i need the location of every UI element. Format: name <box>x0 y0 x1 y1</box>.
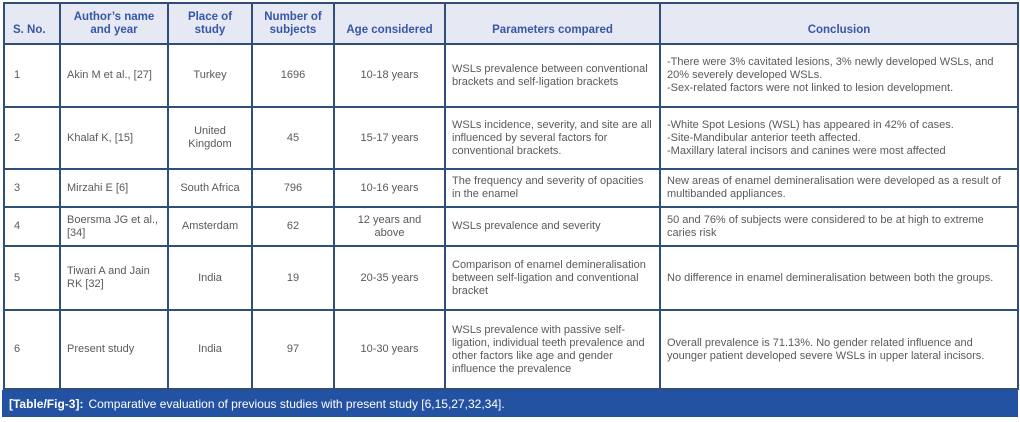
cell-place: United Kingdom <box>167 106 253 170</box>
conclusion-line: -Sex-related factors were not linked to … <box>667 82 954 94</box>
cell-subjects: 45 <box>251 106 335 170</box>
cell-conclusion: Overall prevalence is 71.13%. No gender … <box>659 309 1019 390</box>
column-header-parameters: Parameters compared <box>444 2 661 45</box>
cell-place: India <box>167 309 253 390</box>
column-header-age: Age considered <box>333 2 446 45</box>
cell-author: Boersma JG et al., [34] <box>59 206 169 247</box>
cell-serial-number: 2 <box>3 106 61 170</box>
table-caption-label: [Table/Fig-3]: <box>9 396 84 411</box>
table-row: 3 Mirzahi E [6] South Africa 796 10-16 y… <box>3 168 1019 208</box>
cell-parameters: The frequency and severity of opacities … <box>444 168 661 208</box>
cell-conclusion: -There were 3% cavitated lesions, 3% new… <box>659 43 1019 108</box>
cell-parameters: Comparison of enamel demineralisation be… <box>444 245 661 311</box>
cell-age: 20-35 years <box>333 245 446 311</box>
cell-conclusion: 50 and 76% of subjects were considered t… <box>659 206 1019 247</box>
cell-author: Present study <box>59 309 169 390</box>
comparative-studies-table: S. No. Author’s name and year Place of s… <box>3 2 1019 390</box>
cell-age: 10-18 years <box>333 43 446 108</box>
conclusion-line: -Maxillary lateral incisors and canines … <box>667 144 946 157</box>
cell-parameters: WSLs prevalence with passive self-ligati… <box>444 309 661 390</box>
cell-place: India <box>167 245 253 311</box>
table-caption: [Table/Fig-3]: Comparative evaluation of… <box>2 390 1018 417</box>
column-header-place: Place of study <box>167 2 253 45</box>
conclusion-line: -White Spot Lesions (WSL) has appeared i… <box>667 118 954 131</box>
column-header-conclusion: Conclusion <box>659 2 1019 45</box>
conclusion-line: New areas of enamel demineralisation wer… <box>667 175 1001 200</box>
cell-subjects: 796 <box>251 168 335 208</box>
cell-conclusion: -White Spot Lesions (WSL) has appeared i… <box>659 106 1019 170</box>
cell-parameters: WSLs prevalence between conventional bra… <box>444 43 661 108</box>
conclusion-line: -There were 3% cavitated lesions, 3% new… <box>667 56 994 81</box>
table-row: 6 Present study India 97 10-30 years WSL… <box>3 309 1019 390</box>
cell-serial-number: 1 <box>3 43 61 108</box>
cell-subjects: 19 <box>251 245 335 311</box>
cell-place: Amsterdam <box>167 206 253 247</box>
table-caption-text: Comparative evaluation of previous studi… <box>88 396 505 411</box>
cell-place: South Africa <box>167 168 253 208</box>
cell-age: 10-16 years <box>333 168 446 208</box>
cell-serial-number: 5 <box>3 245 61 311</box>
cell-conclusion: New areas of enamel demineralisation wer… <box>659 168 1019 208</box>
cell-author: Mirzahi E [6] <box>59 168 169 208</box>
table-row: 1 Akin M et al., [27] Turkey 1696 10-18 … <box>3 43 1019 108</box>
cell-conclusion: No difference in enamel demineralisation… <box>659 245 1019 311</box>
cell-subjects: 97 <box>251 309 335 390</box>
cell-place: Turkey <box>167 43 253 108</box>
cell-age: 12 years and above <box>333 206 446 247</box>
cell-serial-number: 6 <box>3 309 61 390</box>
cell-serial-number: 3 <box>3 168 61 208</box>
cell-subjects: 62 <box>251 206 335 247</box>
column-header-serial-number: S. No. <box>3 2 61 45</box>
column-header-author: Author’s name and year <box>59 2 169 45</box>
cell-author: Khalaf K, [15] <box>59 106 169 170</box>
cell-subjects: 1696 <box>251 43 335 108</box>
column-header-subjects: Number of subjects <box>251 2 335 45</box>
cell-author: Tiwari A and Jain RK [32] <box>59 245 169 311</box>
conclusion-line: -Site-Mandibular anterior teeth affected… <box>667 131 861 144</box>
conclusion-line: 50 and 76% of subjects were considered t… <box>667 213 984 239</box>
cell-parameters: WSLs incidence, severity, and site are a… <box>444 106 661 170</box>
conclusion-line: Overall prevalence is 71.13%. No gender … <box>667 336 985 362</box>
cell-age: 10-30 years <box>333 309 446 390</box>
cell-serial-number: 4 <box>3 206 61 247</box>
table-row: 4 Boersma JG et al., [34] Amsterdam 62 1… <box>3 206 1019 247</box>
cell-parameters: WSLs prevalence and severity <box>444 206 661 247</box>
cell-author: Akin M et al., [27] <box>59 43 169 108</box>
cell-age: 15-17 years <box>333 106 446 170</box>
table-row: 5 Tiwari A and Jain RK [32] India 19 20-… <box>3 245 1019 311</box>
table-row: 2 Khalaf K, [15] United Kingdom 45 15-17… <box>3 106 1019 170</box>
table-header-row: S. No. Author’s name and year Place of s… <box>3 2 1019 45</box>
conclusion-line: No difference in enamel demineralisation… <box>667 271 994 284</box>
